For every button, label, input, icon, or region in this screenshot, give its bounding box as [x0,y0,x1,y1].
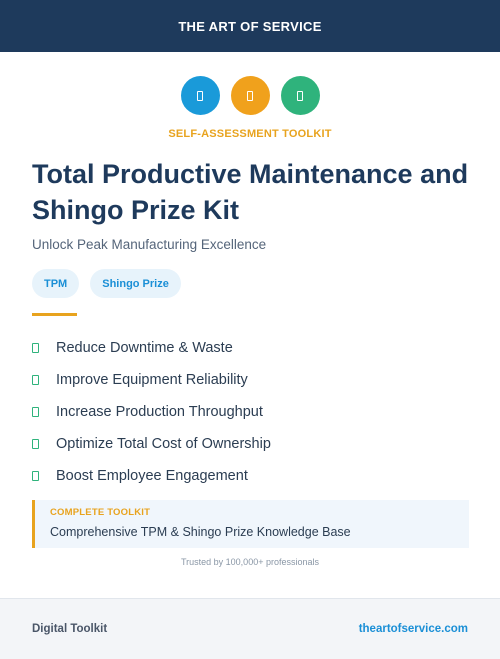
check-icon [32,343,39,353]
benefit-text: Boost Employee Engagement [56,468,248,484]
check-icon [32,439,39,449]
benefit-item: Reduce Downtime & Waste [32,332,472,364]
benefit-item: Increase Production Throughput [32,396,472,428]
callout-label: COMPLETE TOOLKIT [50,507,151,518]
document-icon [180,76,220,115]
tag-shingo-prize[interactable]: Shingo Prize [90,269,181,298]
page-subtitle: Unlock Peak Manufacturing Excellence [32,237,267,252]
clipboard-glyph [247,90,253,101]
check-icon [32,375,39,385]
benefit-item: Improve Equipment Reliability [32,364,472,396]
icon-row [0,76,500,116]
toolkit-callout: COMPLETE TOOLKIT Comprehensive TPM & Shi… [32,500,469,548]
trust-note: Trusted by 100,000+ professionals [180,557,319,567]
check-icon [32,471,39,481]
top-banner: THE ART OF SERVICE [0,0,500,52]
benefit-text: Improve Equipment Reliability [56,372,248,388]
benefit-text: Reduce Downtime & Waste [56,340,233,356]
check-icon [32,407,39,417]
brand-name: THE ART OF SERVICE [178,18,322,34]
website-link[interactable]: theartofservice.com [358,623,468,635]
benefit-text: Optimize Total Cost of Ownership [56,436,271,452]
footer-label: Digital Toolkit [32,623,108,635]
benefit-item: Optimize Total Cost of Ownership [32,428,472,460]
footer: Digital Toolkit theartofservice.com [0,598,500,659]
clipboard-icon [230,76,270,115]
page-title: Total Productive Maintenance and Shingo … [32,159,469,225]
benefit-item: Boost Employee Engagement [32,460,472,492]
checklist-glyph [297,90,303,101]
kicker-label: SELF-ASSESSMENT TOOLKIT [168,128,332,140]
tag-list: TPM Shingo Prize [32,269,181,298]
benefit-text: Increase Production Throughput [56,404,263,420]
callout-text: Comprehensive TPM & Shingo Prize Knowled… [50,525,351,539]
benefit-list: Reduce Downtime & Waste Improve Equipmen… [32,332,472,492]
document-glyph [197,90,203,101]
tag-tpm[interactable]: TPM [32,269,80,298]
checklist-icon [280,76,320,115]
accent-divider [32,313,77,316]
